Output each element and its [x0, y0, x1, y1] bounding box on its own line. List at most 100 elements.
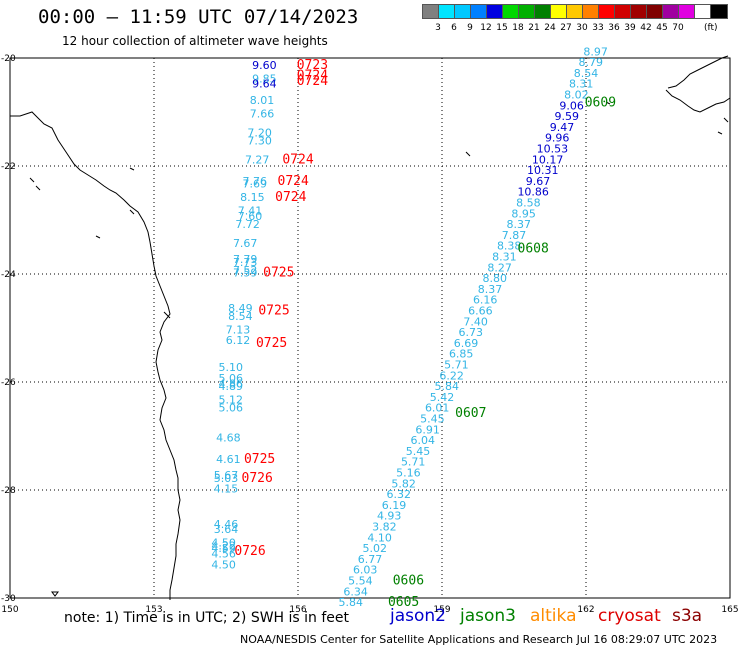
- legend-label: 42: [640, 23, 652, 33]
- coastline: [10, 55, 731, 600]
- wave-height-label: 10.86: [517, 186, 549, 199]
- wave-height-label: 5.42: [430, 391, 455, 404]
- wave-height-label: 7.73: [233, 256, 258, 269]
- wave-height-label: 8.15: [240, 191, 265, 204]
- wave-height-label: 9.47: [550, 121, 575, 134]
- wave-height-label: 9.59: [555, 110, 580, 123]
- wave-height-label: 4.86: [219, 377, 244, 390]
- whitsunday-islands: [29, 167, 171, 319]
- wave-height-label: 4.10: [367, 531, 392, 544]
- map-frame: [9, 57, 731, 599]
- wave-height-label: 5.45: [406, 445, 431, 458]
- legend-label: 12: [480, 23, 492, 33]
- wave-height-label: 7.76: [243, 175, 268, 188]
- wave-height-label: 8.38: [497, 240, 522, 253]
- wave-height-label: 10.53: [537, 143, 569, 156]
- wave-height-label: 8.58: [516, 197, 541, 210]
- wave-height-label: 3.64: [214, 523, 239, 536]
- wave-height-label: 4.59: [211, 542, 236, 555]
- wave-height-label: 10.31: [527, 164, 559, 177]
- wave-height-label: 8.80: [483, 272, 508, 285]
- wave-height-label: 4.46: [214, 518, 239, 531]
- wave-height-label: 10.17: [532, 153, 564, 166]
- loyalty-islands: [465, 101, 729, 157]
- legend-label: 15: [496, 23, 508, 33]
- pass-time-tag: 0726: [242, 471, 273, 486]
- wave-height-label: 5.02: [363, 542, 388, 555]
- wave-height-label: 7.69: [243, 178, 268, 191]
- legend-label: 27: [560, 23, 572, 33]
- wave-height-label: 6.32: [387, 488, 412, 501]
- wave-height-label: 6.77: [358, 553, 383, 566]
- wave-height-label: 4.50: [211, 537, 236, 550]
- wave-height-label: 7.59: [233, 267, 258, 280]
- wave-height-label: 4.89: [219, 380, 244, 393]
- wave-height-label: 3.82: [372, 521, 397, 534]
- mission-jason3: jason3: [460, 606, 516, 626]
- legend-label: 9: [467, 23, 473, 33]
- pass-time-tag: 0724: [297, 69, 328, 84]
- wave-height-label: 5.82: [391, 477, 416, 490]
- wave-height-label: 4.22: [211, 539, 236, 552]
- y-tick-label: -20: [1, 54, 16, 64]
- wave-height-label: 5.06: [219, 372, 244, 385]
- legend-label: 30: [576, 23, 588, 33]
- wave-height-label: 4.68: [216, 431, 241, 444]
- wave-height-label: 5.45: [420, 413, 445, 426]
- wave-height-label: 8.31: [569, 78, 594, 91]
- pass-time-tag: 0605: [388, 595, 419, 610]
- wave-height-label: 9.06: [559, 99, 584, 112]
- wave-height-label: 9.96: [545, 132, 570, 145]
- y-tick-label: -22: [1, 162, 16, 172]
- legend-label: 70: [672, 23, 684, 33]
- pass-time-tag: 0609: [585, 96, 616, 111]
- mission-cryosat: cryosat: [598, 606, 661, 626]
- pass-time-tag: 0724: [278, 174, 309, 189]
- footer-credit: NOAA/NESDIS Center for Satellite Applica…: [240, 633, 718, 646]
- wave-height-label: 4.50: [211, 558, 236, 571]
- wave-height-label: 5.71: [401, 456, 426, 469]
- pass-time-tag: 0725: [256, 336, 287, 351]
- axis-tick-labels: 150 153 156 159 162 165 -20 -22 -24 -26 -28 -30: [1, 54, 739, 615]
- legend-label: 24: [544, 23, 556, 33]
- legend-label: 18: [512, 23, 524, 33]
- legend-swatch: [710, 4, 728, 19]
- page-title: 00:00 — 11:59 UTC 07/14/2023: [38, 6, 359, 28]
- legend-label: 21: [528, 23, 540, 33]
- wave-height-label: 6.69: [454, 337, 479, 350]
- x-tick-label: 162: [577, 605, 594, 615]
- wave-height-label: 9.85: [252, 72, 277, 85]
- x-tick-label: 156: [289, 605, 306, 615]
- wave-height-label: 6.16: [473, 294, 498, 307]
- wave-height-label: 5.03: [214, 472, 239, 485]
- x-tick-label: 165: [721, 605, 738, 615]
- wave-height-label: 6.04: [411, 434, 436, 447]
- wave-height-label: 6.91: [415, 423, 440, 436]
- wave-height-label: 4.56: [211, 548, 236, 561]
- wave-height-label: 5.54: [348, 575, 373, 588]
- wave-height-label: 5.16: [396, 467, 421, 480]
- mission-jason2: jason2: [390, 606, 446, 626]
- x-tick-label: 150: [1, 605, 18, 615]
- wave-height-label: 8.49: [228, 302, 253, 315]
- wave-height-label: 6.85: [449, 348, 474, 361]
- wave-height-label: 6.73: [459, 326, 484, 339]
- wave-height-label: 6.01: [425, 402, 450, 415]
- wave-height-label: 9.64: [252, 78, 277, 91]
- wave-height-label: 5.71: [444, 359, 469, 372]
- wave-height-label: 5.12: [219, 394, 244, 407]
- wave-height-label: 6.19: [382, 499, 407, 512]
- x-tick-label: 153: [145, 605, 162, 615]
- wave-height-label: 8.37: [478, 283, 503, 296]
- wave-height-label: 4.61: [216, 453, 241, 466]
- legend-label: 39: [624, 23, 636, 33]
- mission-s3a: s3a: [672, 606, 703, 626]
- date-tags-layer: 0609060806070606060507230724072407240724…: [234, 58, 616, 610]
- wave-height-label: 6.12: [226, 334, 251, 347]
- mission-altika: altika: [530, 606, 577, 626]
- pass-time-tag: 0724: [275, 190, 306, 205]
- wave-height-label: 5.84: [339, 596, 364, 609]
- wave-height-label: 8.54: [228, 310, 253, 323]
- wave-height-label: 7.66: [250, 107, 275, 120]
- pass-time-tag: 0608: [518, 241, 549, 256]
